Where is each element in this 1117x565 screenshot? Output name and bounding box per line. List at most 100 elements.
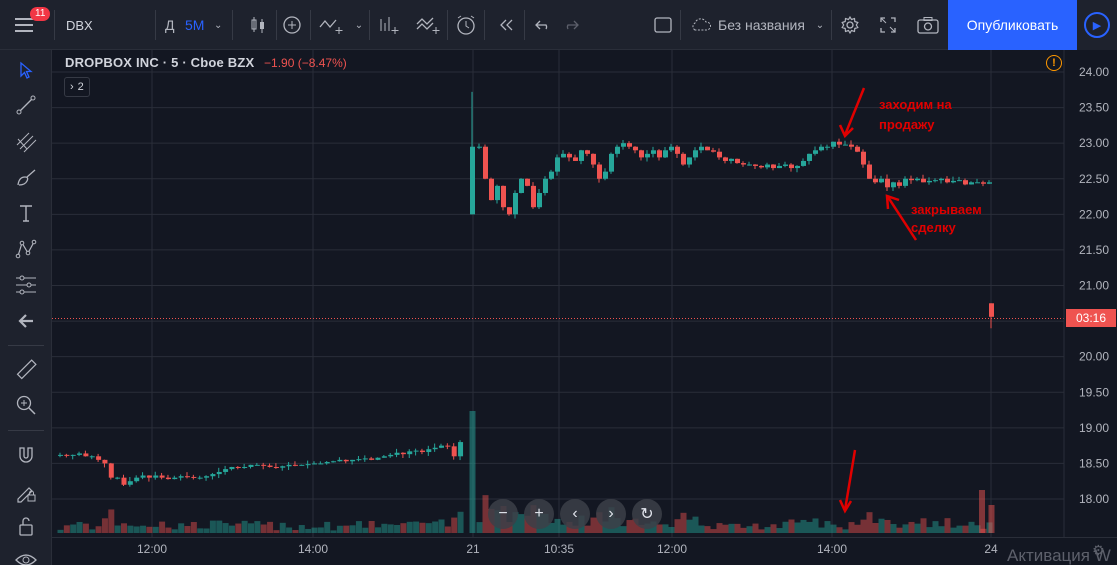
- candle-body: [445, 445, 451, 447]
- volume-bar: [794, 522, 801, 533]
- volume-bar: [375, 527, 381, 533]
- volume-bar: [400, 523, 407, 533]
- top-toolbar: 11 DBX Д 5M ⌄ ⌄ Без названия ⌄: [0, 0, 1117, 50]
- time-axis-labels: 12:00 14:00 21 10:35 12:00 14:00 24: [137, 542, 998, 556]
- replay-icon[interactable]: [493, 0, 521, 50]
- candle-body: [439, 445, 444, 448]
- close-arrow: [885, 194, 918, 241]
- volume-bar: [451, 517, 458, 533]
- candle-body: [204, 476, 210, 478]
- indicators-icon[interactable]: [316, 0, 346, 50]
- redo-icon[interactable]: [558, 0, 584, 50]
- volume-bar: [82, 523, 89, 533]
- scroll-right-button[interactable]: ›: [596, 499, 626, 529]
- lock-drawing-icon[interactable]: [11, 477, 41, 507]
- time-tick-label: 24: [984, 542, 998, 556]
- candle-body: [96, 456, 102, 460]
- candle-body: [381, 456, 387, 458]
- candle-body: [555, 157, 560, 172]
- candle-body: [159, 475, 165, 478]
- candle-body: [362, 458, 368, 460]
- reset-chart-button[interactable]: ↻: [632, 499, 662, 529]
- interval-dropdown-icon[interactable]: ⌄: [214, 19, 223, 31]
- volume-bar: [842, 529, 849, 533]
- financials-icon[interactable]: [375, 0, 403, 50]
- pattern-icon[interactable]: [11, 234, 41, 264]
- ruler-icon[interactable]: [11, 355, 41, 385]
- volume-bar: [686, 519, 693, 533]
- candle-body: [849, 144, 854, 147]
- chevron-down-icon[interactable]: ⌄: [354, 19, 364, 31]
- divider: [831, 10, 832, 40]
- zoom-in-icon[interactable]: [11, 390, 41, 420]
- volume-bar: [962, 525, 969, 533]
- candle-body: [933, 180, 938, 182]
- pitchfork-icon[interactable]: [11, 127, 41, 157]
- templates-icon[interactable]: [413, 0, 443, 50]
- symbol-search[interactable]: DBX: [66, 17, 93, 33]
- chart-legend[interactable]: DROPBOX INC · 5 · Cboe BZX −1.90 (−8.47%…: [65, 55, 347, 70]
- brush-icon[interactable]: [11, 163, 41, 193]
- replay-play-button[interactable]: ▶: [1077, 0, 1117, 50]
- unlock-icon[interactable]: [11, 511, 41, 541]
- zoom-out-button[interactable]: −: [488, 499, 518, 529]
- volume-bar: [133, 526, 140, 533]
- volume-bar: [854, 524, 861, 533]
- magnet-icon[interactable]: [11, 440, 41, 470]
- candles-icon[interactable]: [244, 0, 272, 50]
- candle-body: [945, 178, 950, 183]
- text-tool-icon[interactable]: [11, 198, 41, 228]
- indicators-toggle[interactable]: › 2: [64, 77, 90, 97]
- back-arrow-icon[interactable]: [11, 306, 41, 336]
- price-tick-label: 22.50: [1079, 172, 1109, 186]
- fullscreen-select-icon[interactable]: [651, 0, 675, 50]
- volume-bar: [704, 526, 711, 533]
- candle-body: [939, 178, 944, 181]
- undo-icon[interactable]: [530, 0, 556, 50]
- menu-button[interactable]: 11: [0, 0, 51, 50]
- volume-bar: [722, 524, 729, 533]
- candle-body: [801, 160, 806, 166]
- publish-button[interactable]: Опубликовать: [948, 0, 1077, 50]
- volume-bar: [387, 524, 394, 533]
- axis-settings-icon[interactable]: ⚙: [1092, 542, 1105, 558]
- prediction-tool-icon[interactable]: [11, 270, 41, 300]
- eye-icon[interactable]: [11, 545, 41, 565]
- candle-body: [711, 150, 716, 152]
- chevron-down-icon[interactable]: ⌄: [815, 19, 825, 31]
- compare-plus-icon[interactable]: [278, 0, 306, 50]
- interval-5m-button[interactable]: 5M: [185, 17, 205, 33]
- candle-body: [165, 477, 171, 480]
- symbol-title: DROPBOX INC · 5 · Cboe BZX: [65, 55, 255, 70]
- trend-line-icon[interactable]: [11, 90, 41, 120]
- interval-day-button[interactable]: Д: [165, 17, 175, 33]
- volume-bar: [758, 529, 765, 533]
- candle-body: [819, 146, 824, 151]
- cursor-icon[interactable]: [11, 55, 41, 85]
- volume-bar: [432, 521, 439, 533]
- gear-icon[interactable]: [837, 0, 863, 50]
- candle-body: [223, 469, 229, 472]
- candle-body: [717, 151, 722, 158]
- candle-body: [915, 178, 920, 181]
- candlesticks: [58, 91, 994, 487]
- candle-body: [470, 146, 475, 215]
- warning-icon[interactable]: !: [1046, 55, 1062, 71]
- alert-clock-icon[interactable]: [452, 0, 480, 50]
- volume-bar: [988, 505, 995, 533]
- candle-body: [729, 158, 734, 161]
- camera-icon[interactable]: [914, 0, 942, 50]
- candle-body: [356, 459, 362, 461]
- candle-body: [873, 178, 878, 183]
- scroll-left-button[interactable]: ‹: [560, 499, 590, 529]
- zoom-in-button[interactable]: +: [524, 499, 554, 529]
- volume-bar: [878, 518, 885, 533]
- candle-body: [867, 164, 872, 179]
- price-chart[interactable]: 24.0023.5023.0022.5022.0021.5021.0020.50…: [52, 50, 1117, 565]
- price-tick-label: 20.00: [1079, 350, 1109, 364]
- layout-name[interactable]: Без названия: [718, 17, 805, 33]
- chart-pane[interactable]: 24.0023.5023.0022.5022.0021.5021.0020.50…: [52, 50, 1117, 565]
- expand-icon[interactable]: [875, 0, 901, 50]
- volume-bar: [298, 525, 305, 533]
- candle-body: [759, 165, 764, 168]
